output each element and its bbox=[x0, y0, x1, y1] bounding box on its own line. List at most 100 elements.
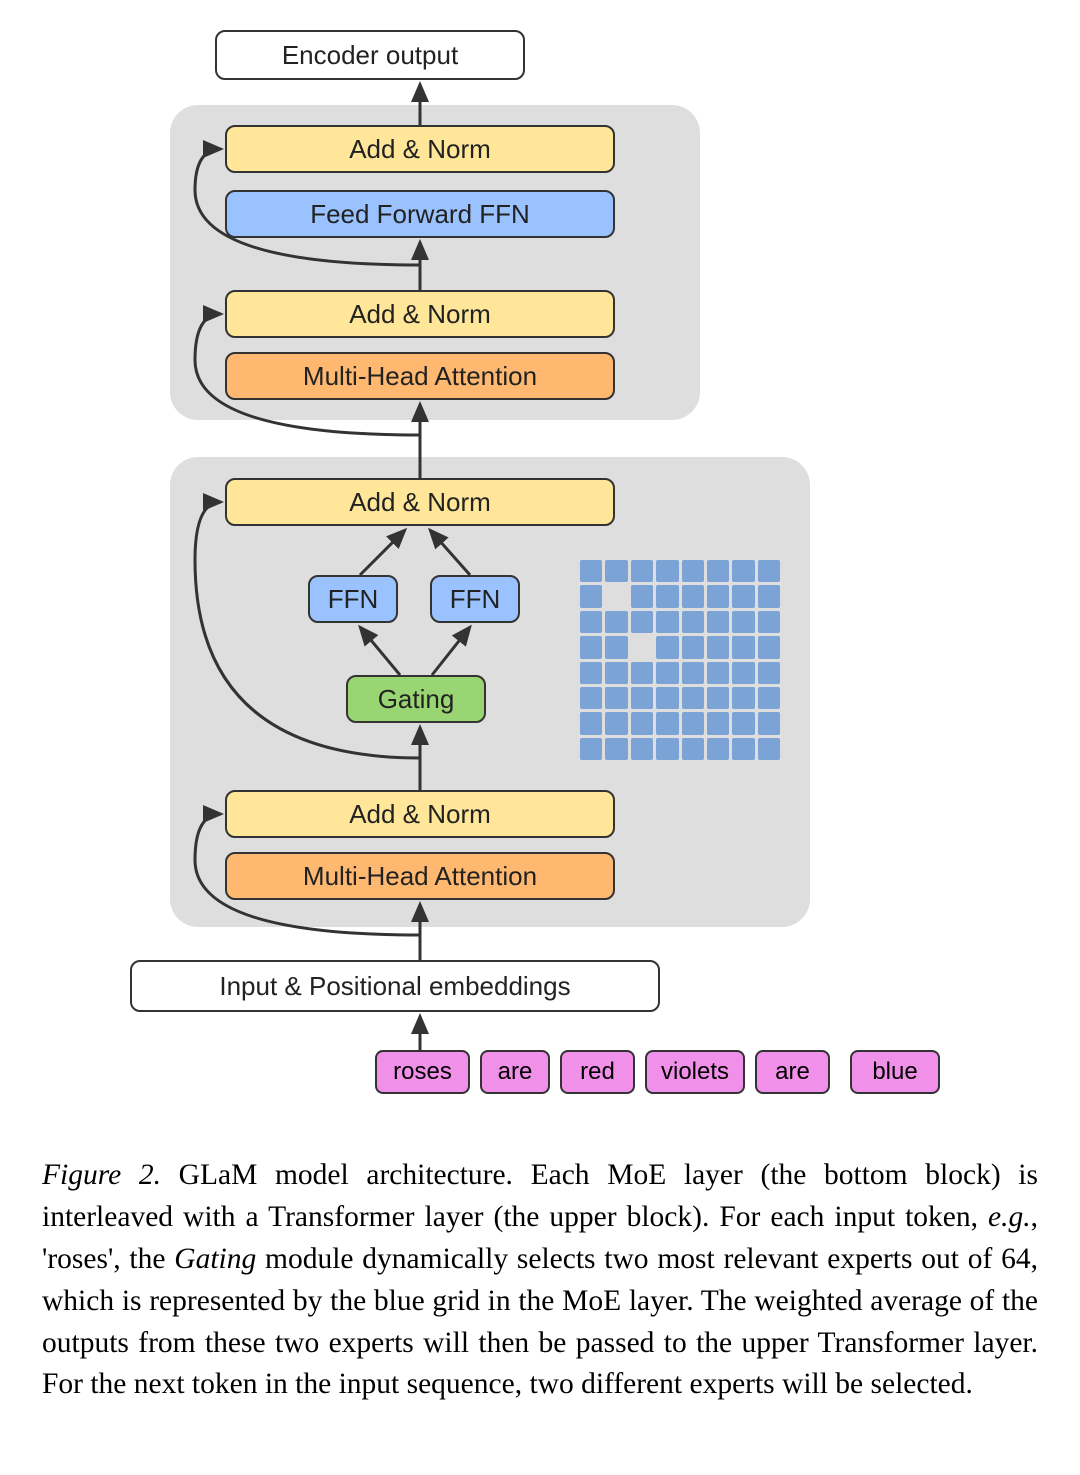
expert-grid-cell bbox=[758, 636, 780, 658]
add-norm-3: Add & Norm bbox=[225, 478, 615, 526]
caption-gating: Gating bbox=[174, 1243, 256, 1275]
expert-grid-cell bbox=[758, 611, 780, 633]
ffn-left: FFN bbox=[308, 575, 398, 623]
gating-label: Gating bbox=[378, 684, 455, 715]
expert-grid-cell bbox=[656, 636, 678, 658]
expert-grid-cell bbox=[656, 738, 678, 760]
expert-grid-cell bbox=[707, 585, 729, 607]
expert-grid-cell bbox=[732, 611, 754, 633]
encoder-output-label: Encoder output bbox=[282, 40, 458, 71]
input-token: red bbox=[560, 1050, 635, 1094]
add-norm-4-label: Add & Norm bbox=[349, 799, 491, 830]
expert-grid-cell bbox=[580, 662, 602, 684]
input-token: violets bbox=[645, 1050, 745, 1094]
expert-grid-cell bbox=[682, 738, 704, 760]
expert-grid-cell bbox=[656, 712, 678, 734]
ffn-right-label: FFN bbox=[450, 584, 501, 615]
expert-grid-cell bbox=[758, 738, 780, 760]
expert-grid-cell bbox=[758, 662, 780, 684]
expert-grid-cell bbox=[656, 585, 678, 607]
gating-block: Gating bbox=[346, 675, 486, 723]
architecture-diagram: Encoder output Add & Norm Feed Forward F… bbox=[0, 0, 1080, 1130]
input-token: are bbox=[480, 1050, 550, 1094]
add-norm-4: Add & Norm bbox=[225, 790, 615, 838]
expert-grid-cell bbox=[580, 560, 602, 582]
expert-grid-cell bbox=[631, 611, 653, 633]
feed-forward-label: Feed Forward FFN bbox=[310, 199, 530, 230]
expert-grid-cell bbox=[605, 687, 627, 709]
expert-grid-cell bbox=[631, 560, 653, 582]
expert-grid-cell bbox=[631, 687, 653, 709]
expert-grid-cell bbox=[707, 738, 729, 760]
figure-label: Figure 2. bbox=[42, 1159, 161, 1191]
expert-grid-cell bbox=[758, 687, 780, 709]
figure-caption: Figure 2. GLaM model architecture. Each … bbox=[42, 1155, 1038, 1406]
expert-grid-cell bbox=[682, 712, 704, 734]
expert-grid-cell bbox=[732, 687, 754, 709]
expert-grid-cell bbox=[732, 738, 754, 760]
expert-grid-cell bbox=[605, 560, 627, 582]
multi-head-1-label: Multi-Head Attention bbox=[303, 361, 537, 392]
expert-grid-cell bbox=[707, 712, 729, 734]
input-token: blue bbox=[850, 1050, 940, 1094]
expert-grid-cell bbox=[758, 712, 780, 734]
expert-grid-cell bbox=[605, 738, 627, 760]
expert-grid-cell bbox=[580, 636, 602, 658]
expert-grid-cell bbox=[580, 687, 602, 709]
expert-grid bbox=[580, 560, 780, 760]
caption-text-1: GLaM model architecture. Each MoE layer … bbox=[42, 1159, 1038, 1233]
caption-eg: e.g. bbox=[988, 1201, 1031, 1233]
expert-grid-cell bbox=[605, 611, 627, 633]
ffn-left-label: FFN bbox=[328, 584, 379, 615]
feed-forward-block: Feed Forward FFN bbox=[225, 190, 615, 238]
expert-grid-cell bbox=[580, 712, 602, 734]
add-norm-2-label: Add & Norm bbox=[349, 299, 491, 330]
expert-grid-cell bbox=[580, 585, 602, 607]
expert-grid-cell bbox=[605, 662, 627, 684]
expert-grid-cell bbox=[656, 662, 678, 684]
input-token: roses bbox=[375, 1050, 470, 1094]
expert-grid-cell bbox=[707, 636, 729, 658]
expert-grid-cell bbox=[631, 585, 653, 607]
ffn-right: FFN bbox=[430, 575, 520, 623]
expert-grid-cell bbox=[707, 611, 729, 633]
expert-grid-cell bbox=[732, 560, 754, 582]
add-norm-1-label: Add & Norm bbox=[349, 134, 491, 165]
expert-grid-cell bbox=[682, 585, 704, 607]
multi-head-2: Multi-Head Attention bbox=[225, 852, 615, 900]
expert-grid-cell bbox=[580, 738, 602, 760]
expert-grid-cell bbox=[656, 687, 678, 709]
expert-grid-cell bbox=[732, 662, 754, 684]
expert-grid-cell bbox=[707, 560, 729, 582]
add-norm-2: Add & Norm bbox=[225, 290, 615, 338]
input-token: are bbox=[755, 1050, 830, 1094]
expert-grid-cell bbox=[682, 662, 704, 684]
expert-grid-cell bbox=[682, 611, 704, 633]
multi-head-2-label: Multi-Head Attention bbox=[303, 861, 537, 892]
expert-grid-cell bbox=[605, 712, 627, 734]
expert-grid-cell bbox=[732, 585, 754, 607]
encoder-output-block: Encoder output bbox=[215, 30, 525, 80]
expert-grid-cell bbox=[656, 560, 678, 582]
expert-grid-cell bbox=[682, 636, 704, 658]
expert-grid-cell bbox=[732, 636, 754, 658]
multi-head-1: Multi-Head Attention bbox=[225, 352, 615, 400]
input-embeddings-label: Input & Positional embeddings bbox=[219, 971, 570, 1002]
expert-grid-cell bbox=[682, 687, 704, 709]
expert-grid-cell bbox=[631, 662, 653, 684]
expert-grid-cell bbox=[758, 585, 780, 607]
expert-grid-cell bbox=[707, 687, 729, 709]
expert-grid-cell bbox=[580, 611, 602, 633]
expert-grid-cell bbox=[707, 662, 729, 684]
add-norm-1: Add & Norm bbox=[225, 125, 615, 173]
expert-grid-cell bbox=[732, 712, 754, 734]
expert-grid-cell bbox=[631, 712, 653, 734]
expert-grid-cell bbox=[631, 738, 653, 760]
expert-grid-cell bbox=[631, 636, 653, 658]
expert-grid-cell bbox=[605, 585, 627, 607]
input-embeddings-block: Input & Positional embeddings bbox=[130, 960, 660, 1012]
expert-grid-cell bbox=[682, 560, 704, 582]
expert-grid-cell bbox=[656, 611, 678, 633]
expert-grid-cell bbox=[758, 560, 780, 582]
expert-grid-cell bbox=[605, 636, 627, 658]
